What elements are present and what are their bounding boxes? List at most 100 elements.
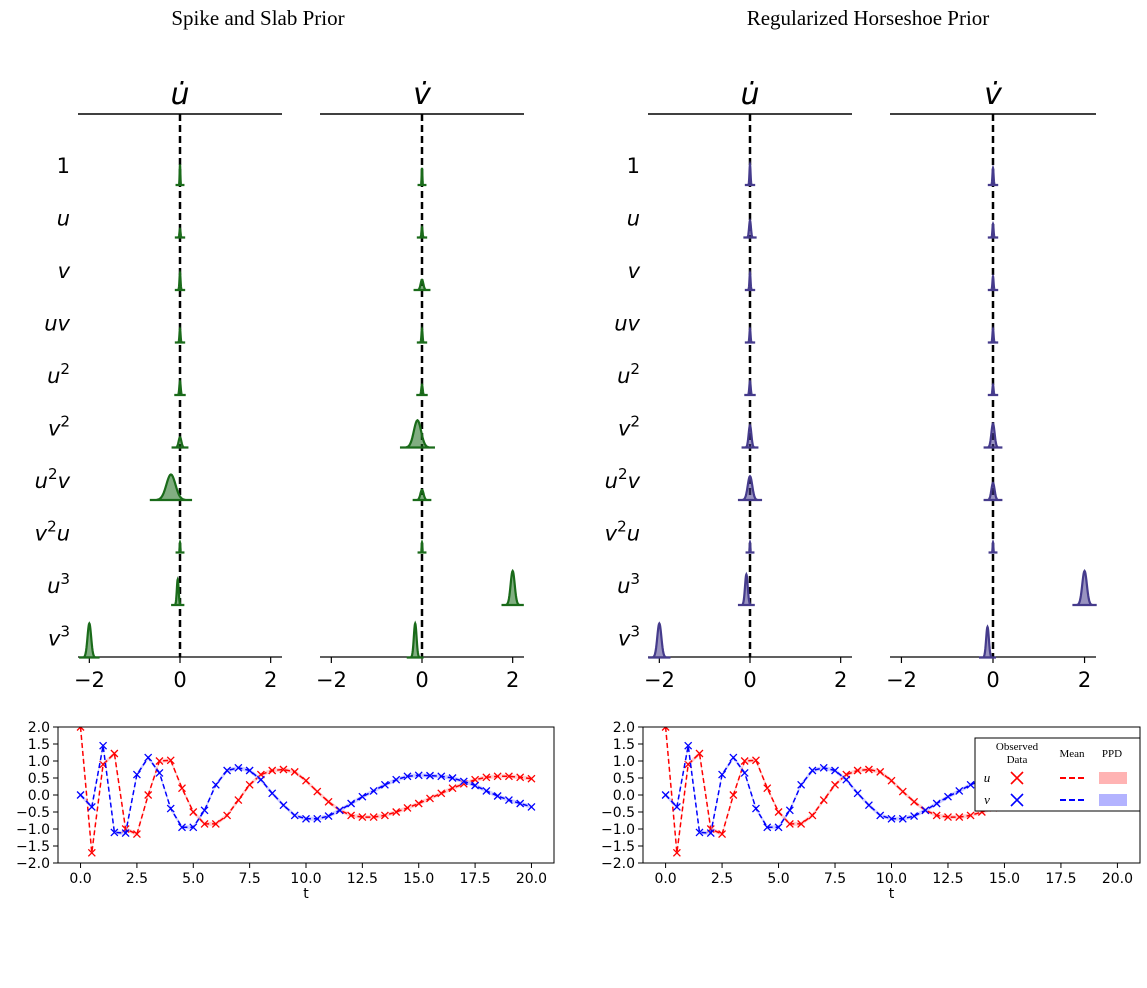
observed-point-v <box>898 814 907 823</box>
observed-point-v <box>932 799 941 808</box>
violin-v^2 <box>399 418 435 449</box>
observed-point-u <box>944 813 952 822</box>
x-tick-label: 2 <box>506 668 519 692</box>
observed-point-u <box>166 756 175 765</box>
violin-u^2v <box>412 488 432 502</box>
observed-point-u <box>178 784 186 793</box>
observed-point-v <box>211 780 220 789</box>
x-tick-label: 15.0 <box>403 871 434 887</box>
x-tick-label: 20.0 <box>516 871 547 887</box>
ts-plot-area <box>76 727 536 857</box>
y-tick-label: 1.5 <box>28 737 50 753</box>
observed-point-v <box>426 771 434 780</box>
observed-point-v <box>76 791 85 799</box>
ts-panel-0: −2.0−1.5−1.0−0.50.00.51.01.52.00.0 2.5 5.0… <box>16 720 555 902</box>
x-tick-label: 2 <box>834 668 847 692</box>
observed-point-v <box>200 806 209 815</box>
violin-u^2 <box>174 379 186 397</box>
observed-point-u <box>853 766 862 775</box>
observed-point-v <box>819 763 828 772</box>
observed-point-u <box>110 749 119 758</box>
violin-uv <box>174 325 186 344</box>
term-label: 1 <box>57 154 70 178</box>
violin-u^2 <box>416 382 428 397</box>
ppd-band-u <box>80 727 532 855</box>
observed-point-u <box>448 784 457 793</box>
legend-ppd-u <box>1099 772 1127 784</box>
x-tick-label: −2 <box>644 668 675 692</box>
observed-point-v <box>166 804 175 813</box>
violin-v <box>744 269 756 292</box>
violin-u <box>987 220 999 239</box>
observed-point-v <box>335 806 344 815</box>
observed-point-v <box>684 741 693 750</box>
violin-uv <box>987 325 999 344</box>
observed-point-v <box>392 775 401 784</box>
observed-point-u <box>729 791 738 799</box>
legend-title-observed: Observed <box>996 741 1039 753</box>
observed-point-u <box>955 813 964 822</box>
term-label: v3 <box>618 623 640 651</box>
observed-point-v <box>864 801 873 810</box>
x-tick-label: 10.0 <box>876 871 907 887</box>
observed-point-u <box>132 830 141 839</box>
violin-v <box>413 278 431 292</box>
observed-point-v <box>189 823 198 832</box>
observed-point-v <box>279 801 288 810</box>
term-label: v2u <box>605 518 640 546</box>
x-tick-label: 7.5 <box>824 871 846 887</box>
violin-uv <box>416 325 428 344</box>
ts-frame <box>57 726 555 864</box>
term-label: u2 <box>47 360 70 388</box>
x-tick-label: 7.5 <box>239 871 261 887</box>
observed-point-u <box>380 811 389 820</box>
observed-point-u <box>763 784 772 793</box>
observed-point-v <box>661 791 670 799</box>
observed-point-u <box>471 775 480 784</box>
observed-point-v <box>527 802 536 811</box>
observed-point-v <box>955 786 964 795</box>
violin-u^2 <box>744 379 756 397</box>
x-tick-label: 0.0 <box>654 871 676 887</box>
observed-point-v <box>785 806 794 815</box>
observed-point-u <box>76 727 85 731</box>
observed-point-u <box>392 808 401 816</box>
observed-point-v <box>403 772 412 781</box>
observed-point-u <box>482 773 491 782</box>
observed-point-v <box>718 770 727 779</box>
x-tick-label: 0 <box>173 668 186 692</box>
x-tick-label: 17.5 <box>460 871 491 887</box>
x-tick-label: 5.0 <box>182 871 204 887</box>
mean-line-u <box>79 727 532 853</box>
y-tick-label: 0.0 <box>28 788 50 804</box>
x-tick-label: 10.0 <box>290 871 321 887</box>
violin-column-1: v̇ −2 0 2 <box>886 77 1097 692</box>
observed-point-v <box>121 829 130 838</box>
violin-u <box>416 225 428 239</box>
legend-marker-u <box>1010 771 1024 785</box>
term-label: v <box>58 259 71 283</box>
observed-point-u <box>313 787 322 796</box>
observed-point-u <box>672 848 681 857</box>
observed-point-u <box>426 794 434 803</box>
x-tick-label: 0 <box>415 668 428 692</box>
observed-point-v <box>774 823 783 832</box>
observed-point-u <box>831 780 839 789</box>
y-tick-label: −2.0 <box>601 856 635 872</box>
legend-marker-v <box>1010 793 1024 807</box>
observed-point-u <box>437 789 446 798</box>
observed-point-v <box>876 811 885 820</box>
column-header: v̇ <box>984 77 1003 112</box>
term-label: v2 <box>48 413 70 441</box>
term-label: v2u <box>35 518 70 546</box>
observed-point-v <box>110 828 119 837</box>
y-tick-label: −0.5 <box>16 805 50 821</box>
observed-point-v <box>672 802 681 811</box>
term-label: u <box>57 207 70 231</box>
legend-title-observed-2: Data <box>1007 754 1028 766</box>
x-tick-label: 2 <box>1078 668 1091 692</box>
observed-point-v <box>178 823 186 832</box>
x-tick-label: −2 <box>316 668 347 692</box>
